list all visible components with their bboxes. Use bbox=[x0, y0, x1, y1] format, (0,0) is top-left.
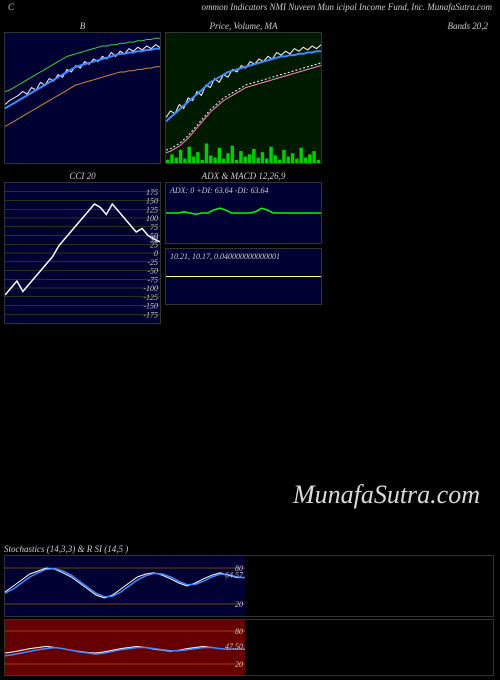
panel-price-title: Price, Volume, MA bbox=[165, 20, 322, 32]
svg-text:47.50: 47.50 bbox=[225, 642, 243, 651]
svg-text:32: 32 bbox=[149, 235, 158, 244]
svg-text:-125: -125 bbox=[143, 293, 158, 302]
watermark: MunafaSutra.com bbox=[293, 480, 480, 510]
bands-label: Bands 20,2 bbox=[326, 20, 488, 32]
panel-cci-title: CCI 20 bbox=[4, 170, 161, 182]
panel-adx: ADX: 0 +DI: 63.64 -DI: 63.64 bbox=[165, 182, 322, 244]
svg-text:64.57: 64.57 bbox=[225, 571, 244, 580]
page-header: C ommon Indicators NMI Nuveen Mun icipal… bbox=[0, 0, 500, 14]
svg-text:-175: -175 bbox=[143, 310, 158, 319]
panel-macd: 10.21, 10.17, 0.040000000000001 bbox=[165, 248, 322, 305]
panel-adx-title: ADX & MACD 12,26,9 bbox=[165, 170, 322, 182]
svg-text:125: 125 bbox=[146, 205, 158, 214]
svg-text:ADX: 0 +DI: 63.64 -DI: 63.: ADX: 0 +DI: 63.64 -DI: 63.64 bbox=[169, 186, 269, 195]
svg-text:100: 100 bbox=[146, 214, 158, 223]
panel-price bbox=[165, 32, 322, 164]
svg-text:150: 150 bbox=[146, 197, 158, 206]
panel-stoch: 802064.57 bbox=[4, 555, 494, 617]
svg-text:10.21, 10.17, 0.04000000000000: 10.21, 10.17, 0.040000000000001 bbox=[170, 252, 280, 261]
header-left: C bbox=[8, 2, 14, 12]
svg-text:20: 20 bbox=[235, 660, 243, 669]
header-center: ommon Indicators NMI Nuveen Mun icipal I… bbox=[202, 2, 492, 12]
panel-cci: 1751501251007550250-25-50-75-100-125-150… bbox=[4, 182, 161, 324]
svg-text:80: 80 bbox=[235, 627, 243, 636]
svg-text:175: 175 bbox=[146, 188, 158, 197]
svg-text:-50: -50 bbox=[147, 267, 158, 276]
svg-text:-75: -75 bbox=[147, 275, 158, 284]
panel-rsi: 80 20 47.50 bbox=[4, 619, 494, 676]
svg-text:20: 20 bbox=[235, 600, 243, 609]
svg-text:0: 0 bbox=[154, 249, 158, 258]
panel-b bbox=[4, 32, 161, 164]
svg-text:-100: -100 bbox=[143, 284, 158, 293]
svg-text:75: 75 bbox=[150, 223, 158, 232]
panel-b-title: B bbox=[4, 20, 161, 32]
svg-text:-25: -25 bbox=[147, 258, 158, 267]
panel-stoch-title: Stochastics (14,3,3) & R SI (14,5 ) bbox=[4, 543, 494, 555]
svg-text:-150: -150 bbox=[143, 302, 158, 311]
